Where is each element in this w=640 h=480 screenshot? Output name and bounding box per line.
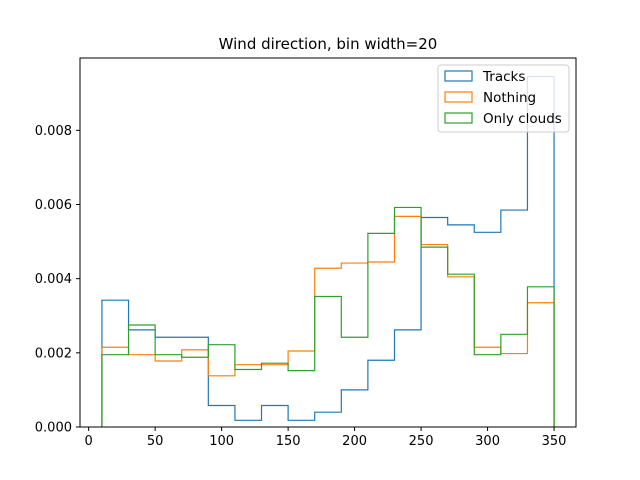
x-tick-label: 200 — [342, 434, 367, 449]
x-tick-label: 100 — [209, 434, 234, 449]
legend-swatch-nothing — [444, 91, 473, 103]
y-tick-label: 0.002 — [35, 346, 72, 361]
legend-label-only-clouds: Only clouds — [483, 111, 562, 127]
legend-swatch-tracks — [444, 70, 473, 82]
legend-label-nothing: Nothing — [483, 90, 536, 106]
series-step-tracks — [101, 75, 555, 427]
y-tick-label: 0.000 — [35, 421, 72, 436]
x-tick-label: 0 — [85, 434, 93, 449]
x-tick-label: 300 — [475, 434, 500, 449]
chart-title: Wind direction, bin width=20 — [219, 35, 438, 53]
legend-label-tracks: Tracks — [482, 69, 525, 85]
y-tick-label: 0.004 — [35, 272, 72, 287]
x-tick-label: 350 — [542, 434, 567, 449]
plot-frame — [79, 57, 577, 428]
legend-swatch-only-clouds — [444, 112, 473, 124]
x-tick-label: 150 — [276, 434, 301, 449]
series-step-only-clouds — [101, 206, 555, 427]
y-tick-label: 0.008 — [35, 124, 72, 139]
series-layer — [101, 75, 555, 427]
series-step-nothing — [101, 215, 555, 427]
x-tick-label: 250 — [409, 434, 434, 449]
legend: Tracks Nothing Only clouds — [437, 64, 570, 133]
legend-box — [437, 64, 570, 133]
y-tick-label: 0.006 — [35, 198, 72, 213]
axes-layer: 0 50 100 150 200 250 300 350 0.000 0.002 0.004 0.00… — [35, 57, 577, 449]
x-tick-label: 50 — [147, 434, 164, 449]
